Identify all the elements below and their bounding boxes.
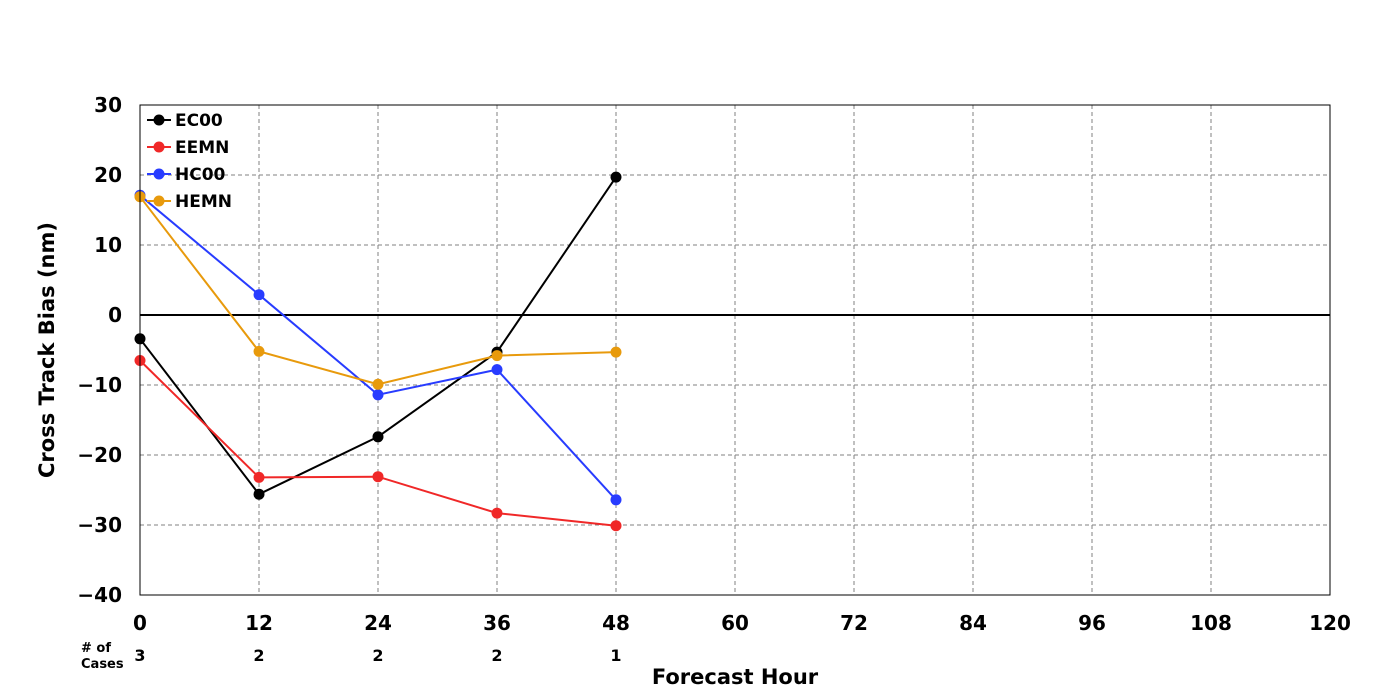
y-tick-label: 20 (94, 163, 122, 187)
y-tick-label: −40 (77, 583, 122, 607)
y-tick-label: −10 (77, 373, 122, 397)
y-tick-label: 0 (108, 303, 122, 327)
x-tick-label: 12 (245, 611, 273, 635)
x-tick-label: 0 (133, 611, 147, 635)
y-tick-labels: −40 −30 −20 −10 0 10 20 30 (77, 93, 122, 607)
cases-value: 2 (372, 646, 383, 665)
legend-label-ec00: EC00 (175, 111, 223, 131)
series-point-eemn (491, 507, 503, 519)
series-point-ec00 (253, 488, 265, 500)
x-tick-labels: 0 12 24 36 48 60 72 84 96 108 120 (133, 611, 1351, 635)
x-tick-label: 108 (1190, 611, 1232, 635)
series-group (134, 171, 622, 532)
y-tick-label: −20 (77, 443, 122, 467)
cases-value: 2 (491, 646, 502, 665)
x-tick-label: 96 (1078, 611, 1106, 635)
x-axis-label: Forecast Hour (652, 665, 819, 689)
legend-marker-hc00 (153, 168, 165, 180)
series-point-eemn (372, 471, 384, 483)
cases-label-line2: Cases (81, 657, 124, 672)
legend-label-hc00: HC00 (175, 165, 226, 185)
y-tick-label: 30 (94, 93, 122, 117)
plot-frame (139, 104, 1331, 596)
grid (140, 105, 1330, 595)
x-tick-label: 24 (364, 611, 392, 635)
x-tick-label: 84 (959, 611, 987, 635)
series-point-hc00 (491, 364, 503, 376)
series-point-hemn (491, 350, 503, 362)
cases-label-line1: # of (81, 641, 111, 656)
series-point-hc00 (610, 494, 622, 506)
x-tick-label: 120 (1309, 611, 1351, 635)
x-tick-label: 60 (721, 611, 749, 635)
x-tick-label: 36 (483, 611, 511, 635)
legend-marker-ec00 (153, 114, 165, 126)
series-point-hc00 (253, 289, 265, 301)
x-tick-label: 48 (602, 611, 630, 635)
series-point-ec00 (610, 171, 622, 183)
legend-marker-hemn (153, 195, 165, 207)
series-point-hemn (372, 378, 384, 390)
legend-marker-eemn (153, 141, 165, 153)
legend: EC00 EEMN HC00 HEMN (147, 111, 232, 212)
series-point-ec00 (372, 431, 384, 443)
y-tick-label: −30 (77, 513, 122, 537)
legend-label-eemn: EEMN (175, 138, 229, 158)
series-point-hemn (253, 345, 265, 357)
cases-value: 3 (134, 646, 145, 665)
series-point-hc00 (372, 389, 384, 401)
cases-value: 2 (253, 646, 264, 665)
cases-row: # of Cases 3 2 2 2 1 (81, 641, 622, 672)
cases-value: 1 (610, 646, 621, 665)
series-point-eemn (610, 520, 622, 532)
series-point-eemn (253, 471, 265, 483)
legend-label-hemn: HEMN (175, 192, 232, 212)
y-tick-label: 10 (94, 233, 122, 257)
series-point-hemn (610, 346, 622, 358)
x-tick-label: 72 (840, 611, 868, 635)
y-axis-label: Cross Track Bias (nm) (35, 222, 59, 478)
